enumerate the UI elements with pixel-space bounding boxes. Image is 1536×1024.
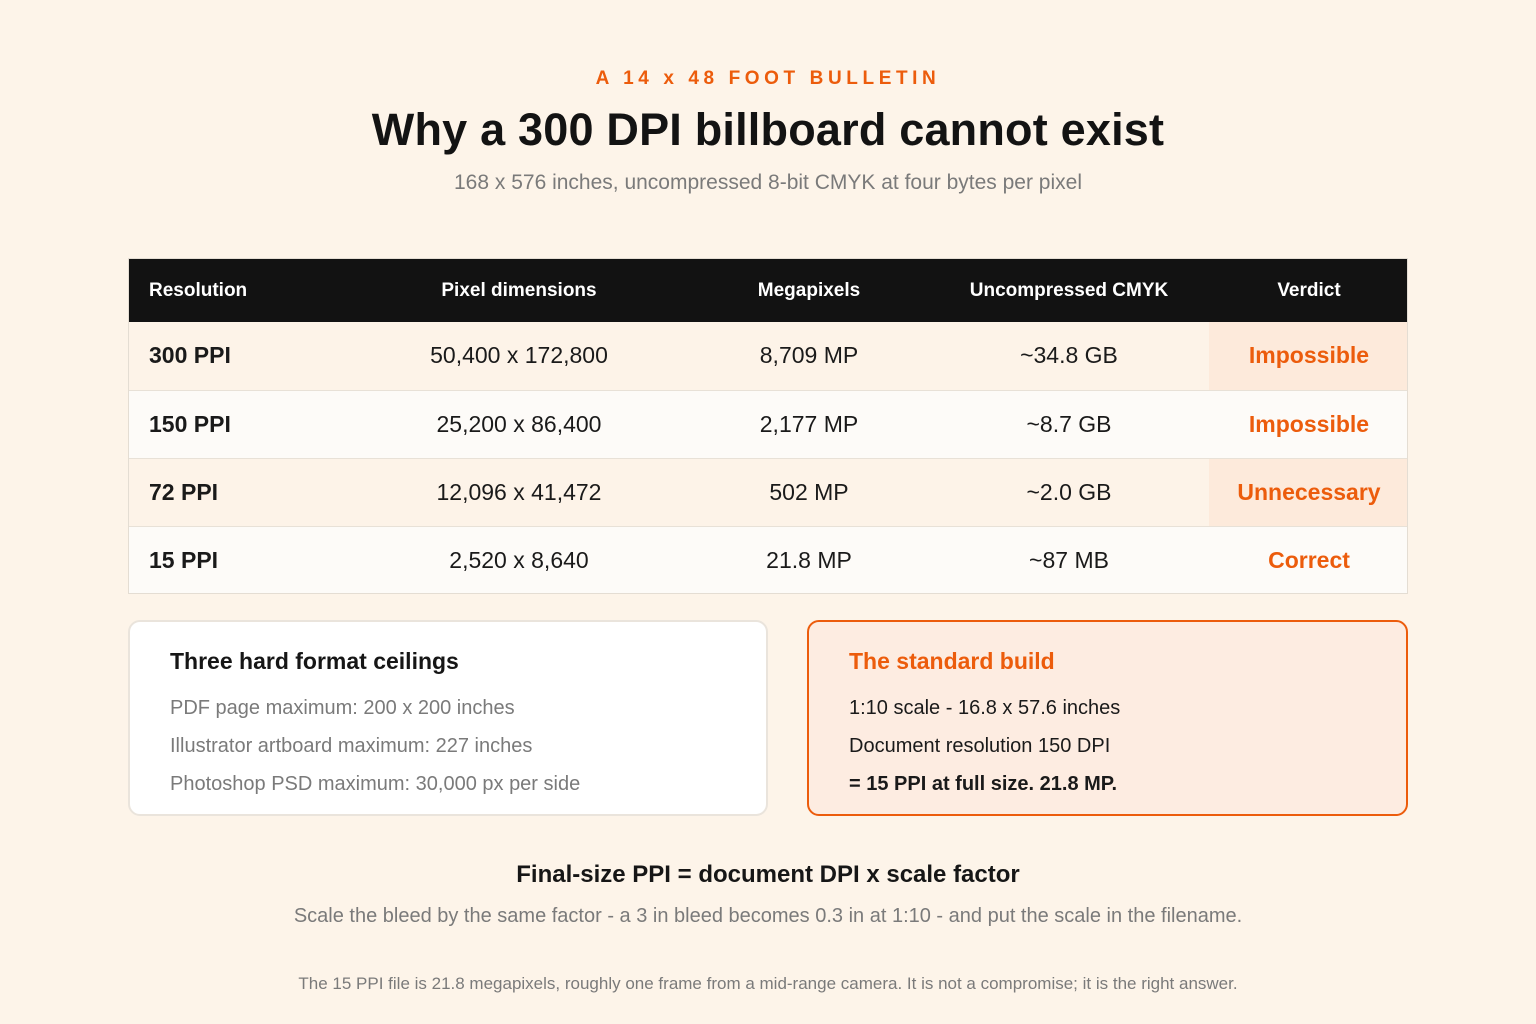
ceiling-item-illustrator: Illustrator artboard maximum: 227 inches — [170, 735, 533, 757]
cell-resolution: 150 PPI — [149, 410, 231, 437]
table-row: 300 PPI 50,400 x 172,800 8,709 MP ~34.8 … — [129, 322, 1407, 390]
cell-uncompressed-cmyk: ~87 MB — [1029, 546, 1109, 573]
cell-verdict: Impossible — [1209, 322, 1407, 390]
page-subtitle: 168 x 576 inches, uncompressed 8-bit CMY… — [454, 171, 1082, 194]
cell-pixel-dimensions: 50,400 x 172,800 — [430, 342, 608, 369]
table-row: 150 PPI 25,200 x 86,400 2,177 MP ~8.7 GB… — [129, 390, 1407, 458]
card-title: The standard build — [849, 648, 1055, 674]
cell-uncompressed-cmyk: ~2.0 GB — [1026, 478, 1112, 505]
cell-megapixels: 8,709 MP — [759, 342, 859, 369]
column-header-resolution: Resolution — [149, 279, 248, 301]
cell-verdict: Correct — [1268, 546, 1350, 573]
cell-megapixels: 2,177 MP — [759, 410, 859, 437]
formula-note: Scale the bleed by the same factor - a 3… — [293, 905, 1243, 927]
cell-pixel-dimensions: 12,096 x 41,472 — [436, 478, 602, 505]
cell-resolution: 300 PPI — [149, 342, 231, 369]
cell-verdict: Unnecessary — [1209, 458, 1407, 526]
cell-pixel-dimensions: 25,200 x 86,400 — [436, 410, 602, 437]
build-scale-line: 1:10 scale - 16.8 x 57.6 inches — [849, 697, 1121, 719]
card-title: Three hard format ceilings — [170, 648, 459, 674]
build-resolution-line: Document resolution 150 DPI — [849, 735, 1111, 757]
cell-megapixels: 21.8 MP — [766, 546, 852, 573]
eyebrow: A 14 x 48 FOOT BULLETIN — [595, 68, 941, 89]
cell-resolution: 15 PPI — [149, 546, 219, 573]
ceiling-item-pdf: PDF page maximum: 200 x 200 inches — [170, 697, 515, 719]
standard-build-card: The standard build 1:10 scale - 16.8 x 5… — [807, 620, 1408, 816]
ceiling-item-photoshop: Photoshop PSD maximum: 30,000 px per sid… — [170, 773, 581, 795]
cell-uncompressed-cmyk: ~34.8 GB — [1020, 342, 1118, 369]
cell-resolution: 72 PPI — [149, 478, 219, 505]
footnote: The 15 PPI file is 21.8 megapixels, roug… — [298, 974, 1238, 993]
column-header-verdict: Verdict — [1277, 279, 1341, 301]
table-header-row: Resolution Pixel dimensions Megapixels U… — [129, 259, 1407, 322]
cell-pixel-dimensions: 2,520 x 8,640 — [449, 546, 589, 573]
table-row: 15 PPI 2,520 x 8,640 21.8 MP ~87 MB Corr… — [129, 526, 1407, 593]
table-row: 72 PPI 12,096 x 41,472 502 MP ~2.0 GB Un… — [129, 458, 1407, 526]
cell-megapixels: 502 MP — [769, 478, 849, 505]
formula-heading: Final-size PPI = document DPI x scale fa… — [516, 861, 1020, 888]
cell-uncompressed-cmyk: ~8.7 GB — [1026, 410, 1112, 437]
build-result-line: = 15 PPI at full size. 21.8 MP. — [849, 773, 1118, 795]
resolution-table: Resolution Pixel dimensions Megapixels U… — [128, 258, 1408, 594]
page-title: Why a 300 DPI billboard cannot exist — [371, 104, 1165, 155]
column-header-megapixels: Megapixels — [757, 279, 861, 301]
column-header-uncompressed-cmyk: Uncompressed CMYK — [969, 279, 1169, 301]
column-header-pixel-dimensions: Pixel dimensions — [441, 279, 597, 301]
format-ceilings-card: Three hard format ceilings PDF page maxi… — [128, 620, 768, 816]
cell-verdict: Impossible — [1248, 410, 1370, 437]
